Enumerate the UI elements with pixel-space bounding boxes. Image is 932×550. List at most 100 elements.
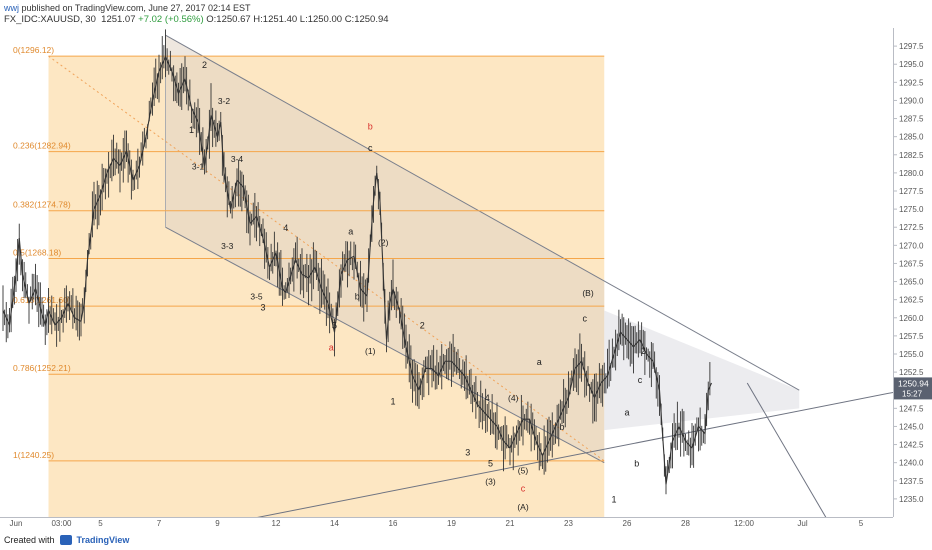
wave-label: 2 [420, 321, 425, 331]
time-tick-label: 14 [330, 519, 339, 528]
wave-label: (5) [518, 466, 529, 476]
price-tick-label: 1297.5 [899, 42, 924, 51]
wave-label: 2 [202, 60, 207, 70]
fib-level-label: 0.786(1252.21) [13, 363, 71, 373]
price-tick-label: 1275.0 [899, 205, 924, 214]
channel-upper-line [165, 34, 800, 391]
price-tick-label: 1272.5 [899, 223, 924, 232]
price-tick-label: 1280.0 [899, 169, 924, 178]
wave-label: 1 [611, 495, 616, 505]
last-price-label: 1250.94 [898, 378, 929, 388]
price-tick-label: 1252.5 [899, 368, 924, 377]
wave-label: (2) [378, 237, 389, 247]
publish-info: published on TradingView.com, June 27, 2… [21, 3, 251, 13]
wave-label: a [537, 357, 542, 367]
trendline [257, 391, 893, 517]
price-tick-label: 1277.5 [899, 187, 924, 196]
price-tick-label: 1255.0 [899, 350, 924, 359]
wave-label: 3 [260, 303, 265, 313]
wave-label: c [521, 484, 526, 494]
trendline [746, 382, 827, 517]
price-tick-label: 1262.5 [899, 296, 924, 305]
footer: Created with TradingView [4, 535, 129, 545]
wave-label: a [329, 342, 334, 352]
price-tick-label: 1247.5 [899, 404, 924, 413]
last-value: 1251.07 [101, 14, 136, 25]
price-line [2, 55, 713, 485]
wave-label: c [583, 313, 588, 323]
wave-label: c [368, 143, 373, 153]
price-tick-label: 1257.5 [899, 332, 924, 341]
time-tick-label: 19 [447, 519, 456, 528]
wave-label: 4 [283, 223, 288, 233]
low-value: L:1250.00 [299, 14, 343, 25]
wave-label: b [634, 458, 639, 468]
time-tick-label: 9 [215, 519, 220, 528]
price-tick-label: 1282.5 [899, 151, 924, 160]
price-tick-label: 1292.5 [899, 78, 924, 87]
wave-label: 2 [641, 346, 646, 356]
time-tick-label: 5 [98, 519, 103, 528]
wave-label: 3-2 [218, 96, 231, 106]
last-price-badge [894, 377, 932, 400]
time-tick-label: 23 [564, 519, 573, 528]
price-tick-label: 1267.5 [899, 259, 924, 268]
fib-level-label: 0.236(1282.94) [13, 141, 71, 151]
time-tick-label: Jun [10, 519, 23, 528]
wave-label: a [348, 226, 353, 236]
fib-level-label: 0(1296.12) [13, 45, 54, 55]
price-tick-label: 1242.5 [899, 441, 924, 450]
price-tick-label: 1237.5 [899, 477, 924, 486]
price-tick-label: 1245.0 [899, 422, 924, 431]
wave-label: b [559, 422, 564, 432]
time-tick-label: 26 [623, 519, 632, 528]
wave-label: 1 [189, 125, 194, 135]
wave-label: 3-3 [221, 241, 234, 251]
wave-label: 3-1 [192, 161, 205, 171]
symbol-name[interactable]: FX_IDC:XAUUSD, 30 [4, 14, 96, 25]
time-tick-label: 5 [859, 519, 864, 528]
price-tick-label: 1240.0 [899, 459, 924, 468]
wave-label: b [355, 292, 360, 302]
wave-label: a [624, 408, 629, 418]
price-tick-label: 1285.0 [899, 133, 924, 142]
wave-label: 1 [390, 397, 395, 407]
time-tick-label: Jul [797, 519, 807, 528]
change-value: +7.02 (+0.56%) [138, 14, 204, 25]
time-tick-label: 16 [389, 519, 398, 528]
tradingview-link[interactable]: TradingView [76, 535, 130, 545]
close-value: C:1250.94 [344, 14, 389, 25]
wave-label: 4 [485, 393, 490, 403]
price-tick-label: 1287.5 [899, 115, 924, 124]
price-tick-label: 1235.0 [899, 495, 924, 504]
price-tick-label: 1295.0 [899, 60, 924, 69]
wave-label: (3) [485, 476, 496, 486]
wave-label: (1) [365, 346, 376, 356]
open-value: O:1250.67 [206, 14, 251, 25]
time-tick-label: 12:00 [734, 519, 755, 528]
channel-fill [165, 35, 605, 463]
price-tick-label: 1290.0 [899, 96, 924, 105]
price-tick-label: 1265.0 [899, 278, 924, 287]
time-tick-label: 12 [272, 519, 281, 528]
fib-level-label: 0.5(1268.18) [13, 248, 61, 258]
author-name[interactable]: wwj [4, 3, 19, 13]
time-tick-label: 28 [681, 519, 690, 528]
wave-label: 3 [465, 447, 470, 457]
time-tick-label: 21 [506, 519, 515, 528]
wave-label: (B) [582, 288, 594, 298]
price-tick-label: 1260.0 [899, 314, 924, 323]
wave-label: 5 [488, 458, 493, 468]
plot-area: 0(1296.12) 0.236(1282.94) 0.382(1274.78) 0.… [2, 29, 893, 517]
wave-label: b [368, 121, 373, 131]
publish-line: wwj published on TradingView.com, June 2… [4, 3, 251, 13]
countdown-label: 15:27 [902, 389, 923, 398]
wave-label: 3-5 [250, 292, 263, 302]
wave-label: 3-4 [231, 154, 244, 164]
fib-level-label: 1(1240.25) [13, 450, 54, 460]
wave-label: (4) [508, 393, 519, 403]
time-tick-label: 03:00 [51, 519, 72, 528]
tradingview-logo-icon [59, 535, 72, 545]
wave-label: c [638, 375, 643, 385]
